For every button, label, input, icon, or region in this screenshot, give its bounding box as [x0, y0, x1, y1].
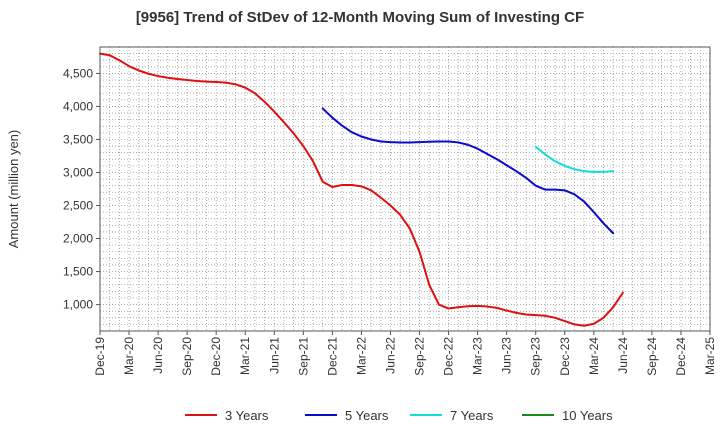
x-tick-label: Sep-24 — [645, 337, 659, 376]
y-tick-label: 2,500 — [63, 199, 93, 213]
y-tick-label: 1,500 — [63, 265, 93, 279]
series-line-5-years — [321, 107, 615, 235]
series-line-7-years — [534, 145, 615, 173]
legend: 3 Years 5 Years 7 Years 10 Years — [185, 408, 613, 423]
x-tick-label: Sep-20 — [180, 337, 194, 376]
y-tick-label: 4,500 — [63, 66, 93, 80]
series-lines — [99, 52, 624, 327]
x-tick-label: Jun-20 — [151, 337, 165, 374]
series-line-3-years — [99, 52, 624, 327]
x-tick-label: Mar-24 — [587, 337, 601, 375]
grid — [100, 46, 710, 332]
x-tick-label: Dec-19 — [93, 337, 107, 376]
x-tick-label: Jun-21 — [267, 337, 281, 374]
legend-label: 10 Years — [562, 408, 613, 423]
y-tick-label: 1,000 — [63, 298, 93, 312]
y-tick-label: 4,000 — [63, 99, 93, 113]
x-tick-label: Dec-23 — [558, 337, 572, 376]
x-tick-label: Dec-24 — [674, 337, 688, 376]
x-tick-label: Mar-22 — [354, 337, 368, 375]
x-tick-label: Jun-23 — [500, 337, 514, 374]
y-tick-label: 3,500 — [63, 132, 93, 146]
x-tick-label: Mar-25 — [703, 337, 717, 375]
y-axis-label: Amount (million yen) — [6, 130, 21, 249]
x-tick-label: Mar-20 — [122, 337, 136, 375]
plot-frame — [99, 46, 711, 332]
x-tick-label: Mar-23 — [471, 337, 485, 375]
y-tick-label: 3,000 — [63, 165, 93, 179]
legend-label: 3 Years — [225, 408, 269, 423]
x-tick-label: Dec-20 — [209, 337, 223, 376]
y-tick-label: 2,000 — [63, 232, 93, 246]
x-tick-label: Jun-22 — [383, 337, 397, 374]
x-tick-label: Dec-21 — [325, 337, 339, 376]
legend-label: 7 Years — [450, 408, 494, 423]
x-tick-label: Dec-22 — [442, 337, 456, 376]
x-tick-label: Mar-21 — [238, 337, 252, 375]
x-tick-label: Sep-21 — [296, 337, 310, 376]
plot-area — [100, 47, 710, 331]
axes: 1,000 1,500 2,000 2,500 3,000 3,500 4,000 4,500… — [6, 46, 717, 376]
x-tick-label: Jun-24 — [616, 337, 630, 374]
legend-label: 5 Years — [345, 408, 389, 423]
chart-title: [9956] Trend of StDev of 12-Month Moving… — [135, 9, 585, 26]
x-tick-label: Sep-23 — [529, 337, 543, 376]
plot-background — [100, 47, 710, 331]
x-tick-label: Sep-22 — [413, 337, 427, 376]
